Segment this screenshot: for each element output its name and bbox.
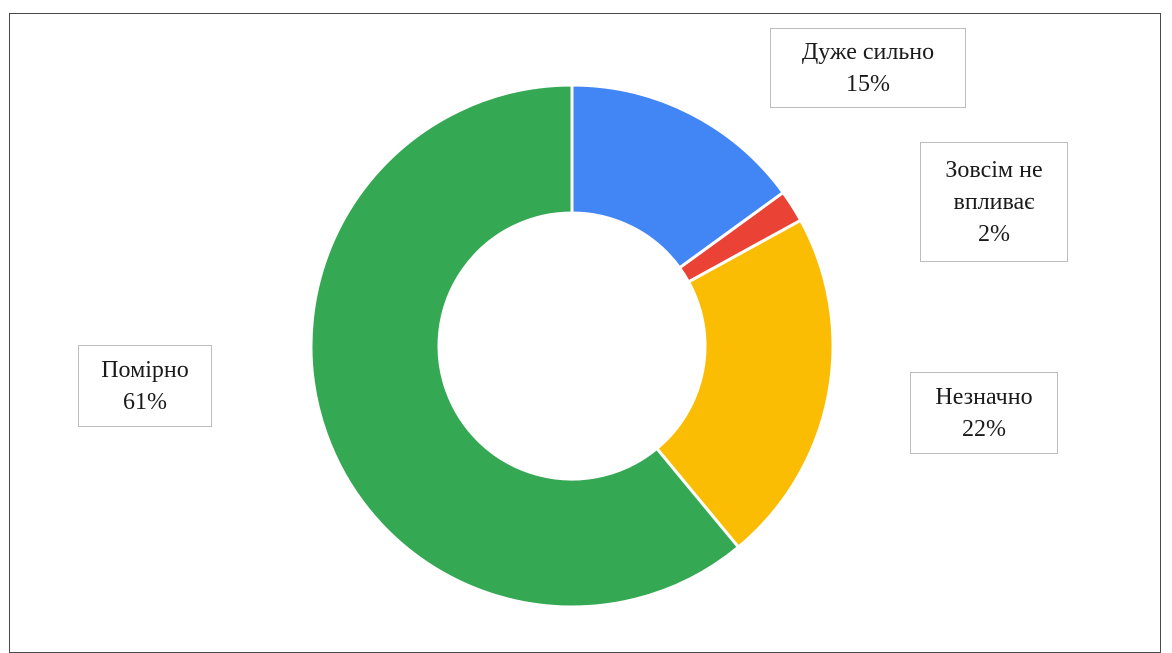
data-label-pomirno: Помірно 61% <box>78 345 212 427</box>
slice-duzhe-sylno <box>570 83 785 270</box>
data-label-duzhe-sylno: Дуже сильно 15% <box>770 28 966 108</box>
donut-slices <box>309 83 835 609</box>
data-label-value: 22% <box>962 416 1006 442</box>
data-label-value: 2% <box>978 221 1010 247</box>
data-label-neznachno: Незначно 22% <box>910 372 1058 454</box>
data-label-category: Незначно <box>935 384 1033 410</box>
data-label-zovsim-ne-vplyvaye: Зовсім не впливає 2% <box>920 142 1068 262</box>
data-label-value: 61% <box>123 389 167 415</box>
data-label-value: 15% <box>846 71 890 97</box>
slice-pomirno <box>309 83 740 609</box>
slice-neznachno <box>655 218 835 549</box>
donut-chart <box>309 83 835 609</box>
data-label-category: Зовсім не впливає <box>945 157 1043 215</box>
data-label-category: Помірно <box>101 357 189 383</box>
data-label-category: Дуже сильно <box>801 39 935 65</box>
